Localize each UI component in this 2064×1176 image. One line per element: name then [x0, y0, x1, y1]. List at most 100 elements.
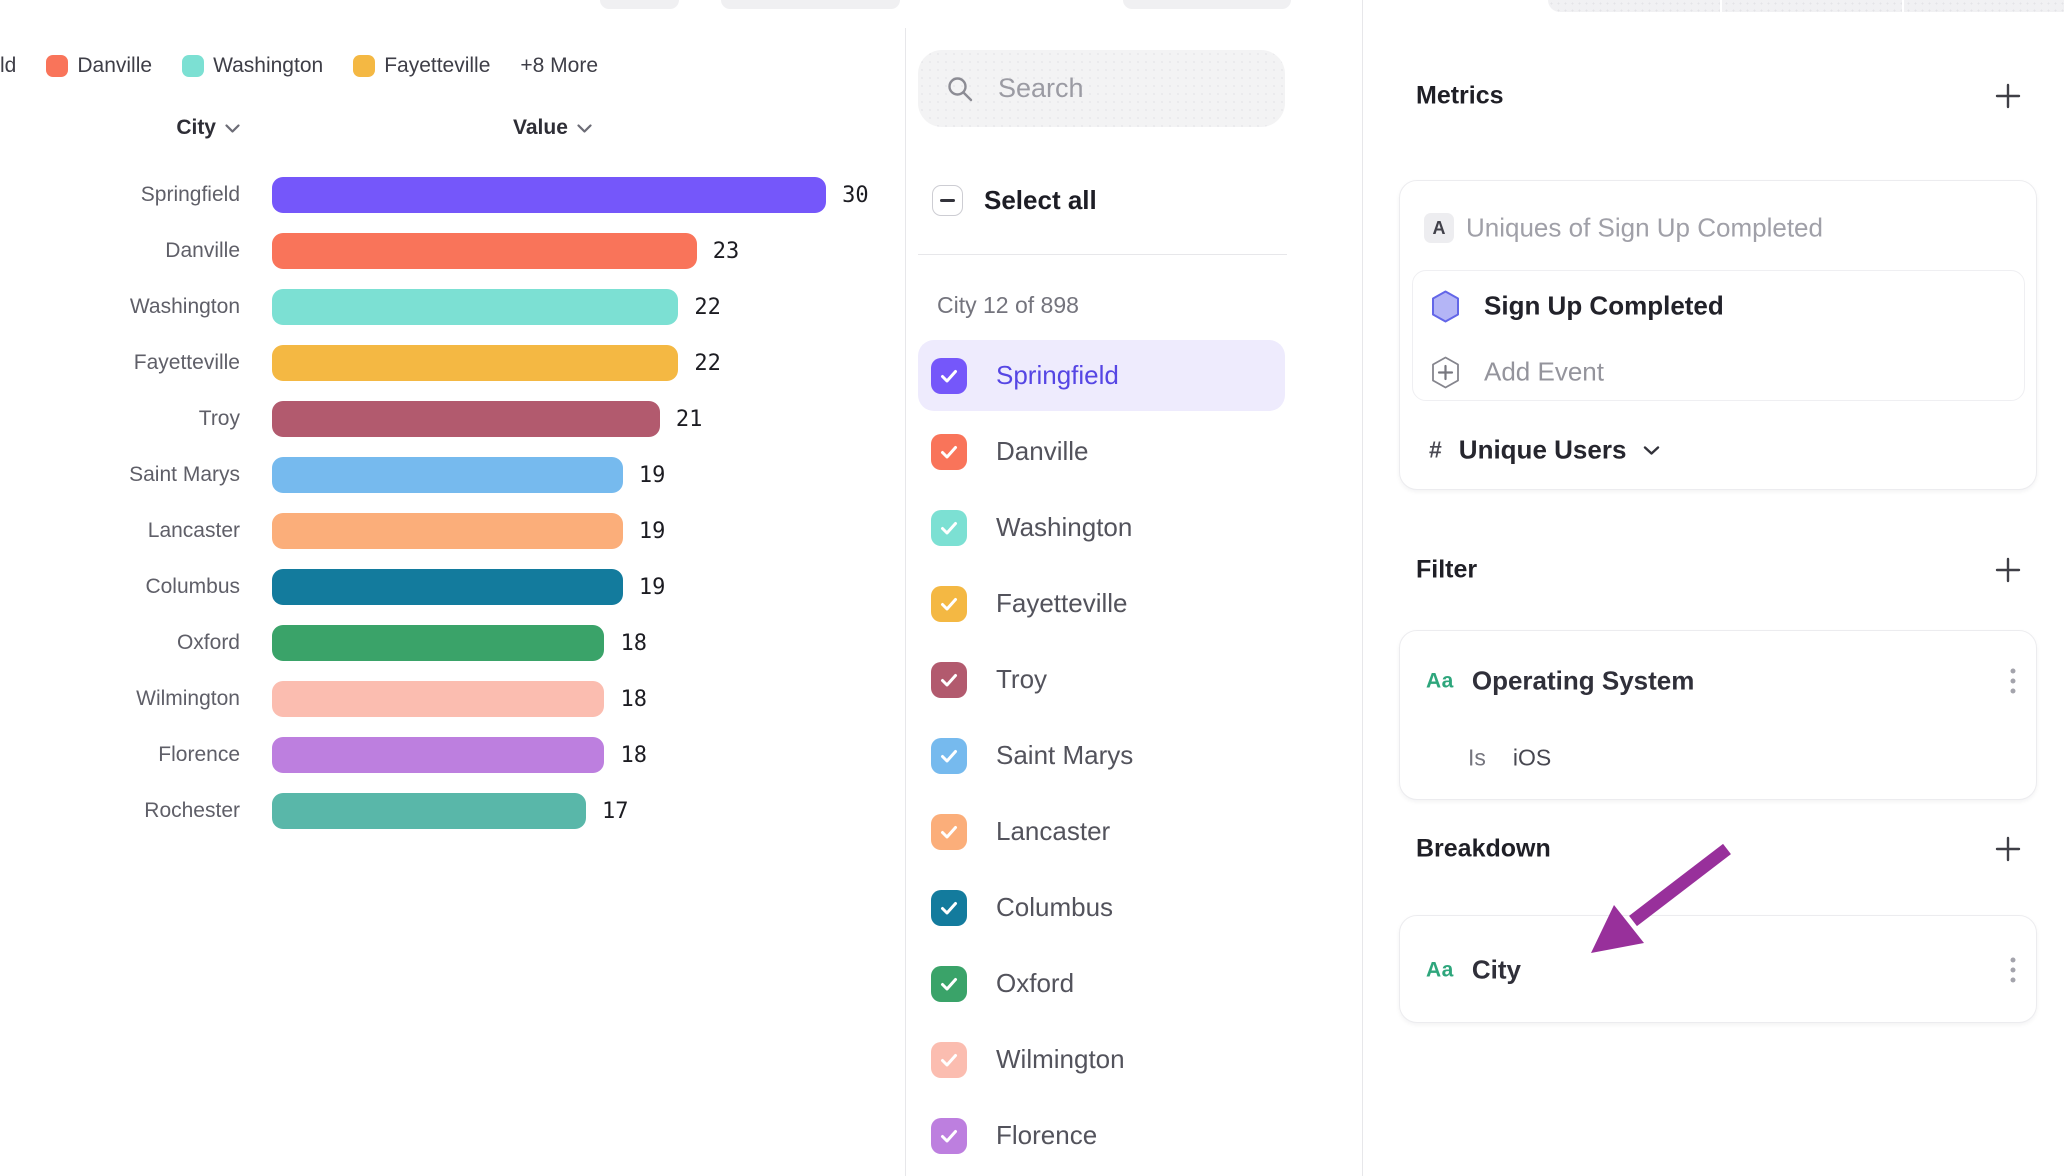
bar[interactable]: [272, 681, 605, 717]
city-list-item[interactable]: Springfield: [918, 340, 1285, 411]
city-checkbox[interactable]: [931, 357, 967, 394]
bar[interactable]: [272, 513, 623, 549]
check-icon: [941, 597, 957, 610]
chart-legend: ld Danville Washington Fayetteville +8 M…: [0, 52, 598, 80]
select-all-label: Select all: [984, 184, 1097, 215]
add-metric-button[interactable]: [1994, 82, 2022, 110]
legend-item[interactable]: ld: [0, 54, 16, 78]
chevron-down-icon: [1644, 445, 1660, 455]
bar-value-label: 19: [638, 518, 666, 544]
bar[interactable]: [272, 401, 660, 437]
metric-card: A Uniques of Sign Up Completed Sign Up C…: [1399, 180, 2037, 490]
city-label: Oxford: [996, 968, 1075, 998]
legend-item[interactable]: Washington: [182, 54, 323, 78]
legend-swatch: [182, 55, 205, 77]
search-input[interactable]: [996, 72, 1250, 105]
column-header-city[interactable]: City: [0, 114, 240, 142]
filter-condition-row[interactable]: Is iOS: [1468, 745, 1551, 772]
city-label: Saint Marys: [996, 740, 1134, 770]
event-name[interactable]: Sign Up Completed: [1484, 290, 1724, 321]
select-all-checkbox[interactable]: [932, 184, 963, 216]
bar-chart-row: Oxford 18: [0, 615, 905, 671]
city-checkbox[interactable]: [931, 889, 967, 926]
search-box[interactable]: [918, 50, 1285, 127]
bar[interactable]: [272, 793, 586, 829]
bar[interactable]: [272, 177, 827, 213]
chevron-down-icon: [577, 123, 592, 133]
chevron-down-icon: [225, 123, 240, 133]
bar[interactable]: [272, 345, 679, 381]
bar-chart-row: Rochester 17: [0, 783, 905, 839]
metrics-section-title: Metrics: [1416, 81, 1504, 110]
add-event-button[interactable]: Add Event: [1484, 356, 1604, 387]
column-header-value[interactable]: Value: [513, 114, 592, 142]
city-list-item[interactable]: Wilmington: [918, 1024, 1285, 1095]
city-header-label: City: [176, 116, 216, 139]
hash-icon: #: [1429, 436, 1442, 463]
city-list-item[interactable]: Florence: [918, 1100, 1285, 1171]
city-checkbox[interactable]: [931, 661, 967, 698]
city-list-item[interactable]: Saint Marys: [918, 720, 1285, 791]
toolbar-button-sliver[interactable]: [600, 0, 679, 9]
measure-dropdown[interactable]: # Unique Users: [1429, 435, 1660, 466]
bar-category-label: Lancaster: [147, 519, 240, 542]
bar[interactable]: [272, 457, 623, 493]
city-checkbox[interactable]: [931, 1041, 967, 1078]
indeterminate-minus-icon: [940, 198, 955, 202]
city-list-item[interactable]: Lancaster: [918, 796, 1285, 867]
metric-summary: Uniques of Sign Up Completed: [1466, 212, 1823, 243]
property-type-icon: Aa: [1426, 958, 1454, 981]
bar-category-label: Florence: [158, 743, 240, 766]
value-header-label: Value: [513, 116, 568, 139]
breakdown-section-title: Breakdown: [1416, 834, 1551, 863]
bar[interactable]: [272, 737, 605, 773]
plus-icon: [1995, 83, 2021, 109]
legend-more-button[interactable]: +8 More: [520, 54, 599, 77]
filter-operator: Is: [1468, 744, 1486, 771]
kebab-menu-icon[interactable]: [2007, 665, 2020, 698]
bar[interactable]: [272, 625, 605, 661]
breakdown-property-row[interactable]: Aa City: [1426, 955, 1521, 986]
toolbar-button-sliver[interactable]: [1123, 0, 1291, 9]
bar[interactable]: [272, 289, 679, 325]
bar-chart-row: Springfield 30: [0, 167, 905, 223]
bar-category-label: Rochester: [144, 799, 240, 822]
legend-item[interactable]: Danville: [46, 54, 152, 78]
panel-divider: [905, 28, 906, 1176]
kebab-menu-icon[interactable]: [2007, 954, 2020, 987]
check-icon: [941, 901, 957, 914]
city-list-item[interactable]: Washington: [918, 492, 1285, 563]
city-checkbox[interactable]: [931, 1117, 967, 1154]
toolbar-button-sliver[interactable]: [721, 0, 900, 9]
city-list-item[interactable]: Oxford: [918, 948, 1285, 1019]
city-checkbox[interactable]: [931, 585, 967, 622]
add-filter-button[interactable]: [1994, 556, 2022, 584]
check-icon: [941, 749, 957, 762]
add-breakdown-button[interactable]: [1994, 835, 2022, 863]
filter-property-name: Operating System: [1471, 665, 1695, 696]
bar[interactable]: [272, 233, 697, 269]
bar-category-label: Columbus: [145, 575, 240, 598]
legend-label: ld: [0, 54, 17, 77]
city-list-item[interactable]: Danville: [918, 416, 1285, 487]
segment-divider: [1902, 0, 1904, 12]
city-list-item[interactable]: Columbus: [918, 872, 1285, 943]
segment-divider: [1720, 0, 1722, 12]
city-checkbox[interactable]: [931, 965, 967, 1002]
city-label: Washington: [996, 512, 1133, 542]
city-label: Wilmington: [996, 1044, 1125, 1074]
legend-item[interactable]: Fayetteville: [353, 54, 490, 78]
city-checkbox[interactable]: [931, 433, 967, 470]
city-checkbox[interactable]: [931, 813, 967, 850]
city-list-item[interactable]: Fayetteville: [918, 568, 1285, 639]
bar[interactable]: [272, 569, 623, 605]
legend-label: Washington: [213, 54, 324, 77]
panel-divider: [1362, 0, 1363, 1176]
segmented-control-sliver[interactable]: [1548, 0, 2064, 12]
city-list-item[interactable]: Troy: [918, 644, 1285, 715]
city-checkbox[interactable]: [931, 509, 967, 546]
select-all-control[interactable]: Select all: [932, 184, 1097, 216]
filter-property-row[interactable]: Aa Operating System: [1426, 666, 1694, 697]
bar-value-label: 22: [694, 350, 721, 376]
city-checkbox[interactable]: [931, 737, 967, 774]
